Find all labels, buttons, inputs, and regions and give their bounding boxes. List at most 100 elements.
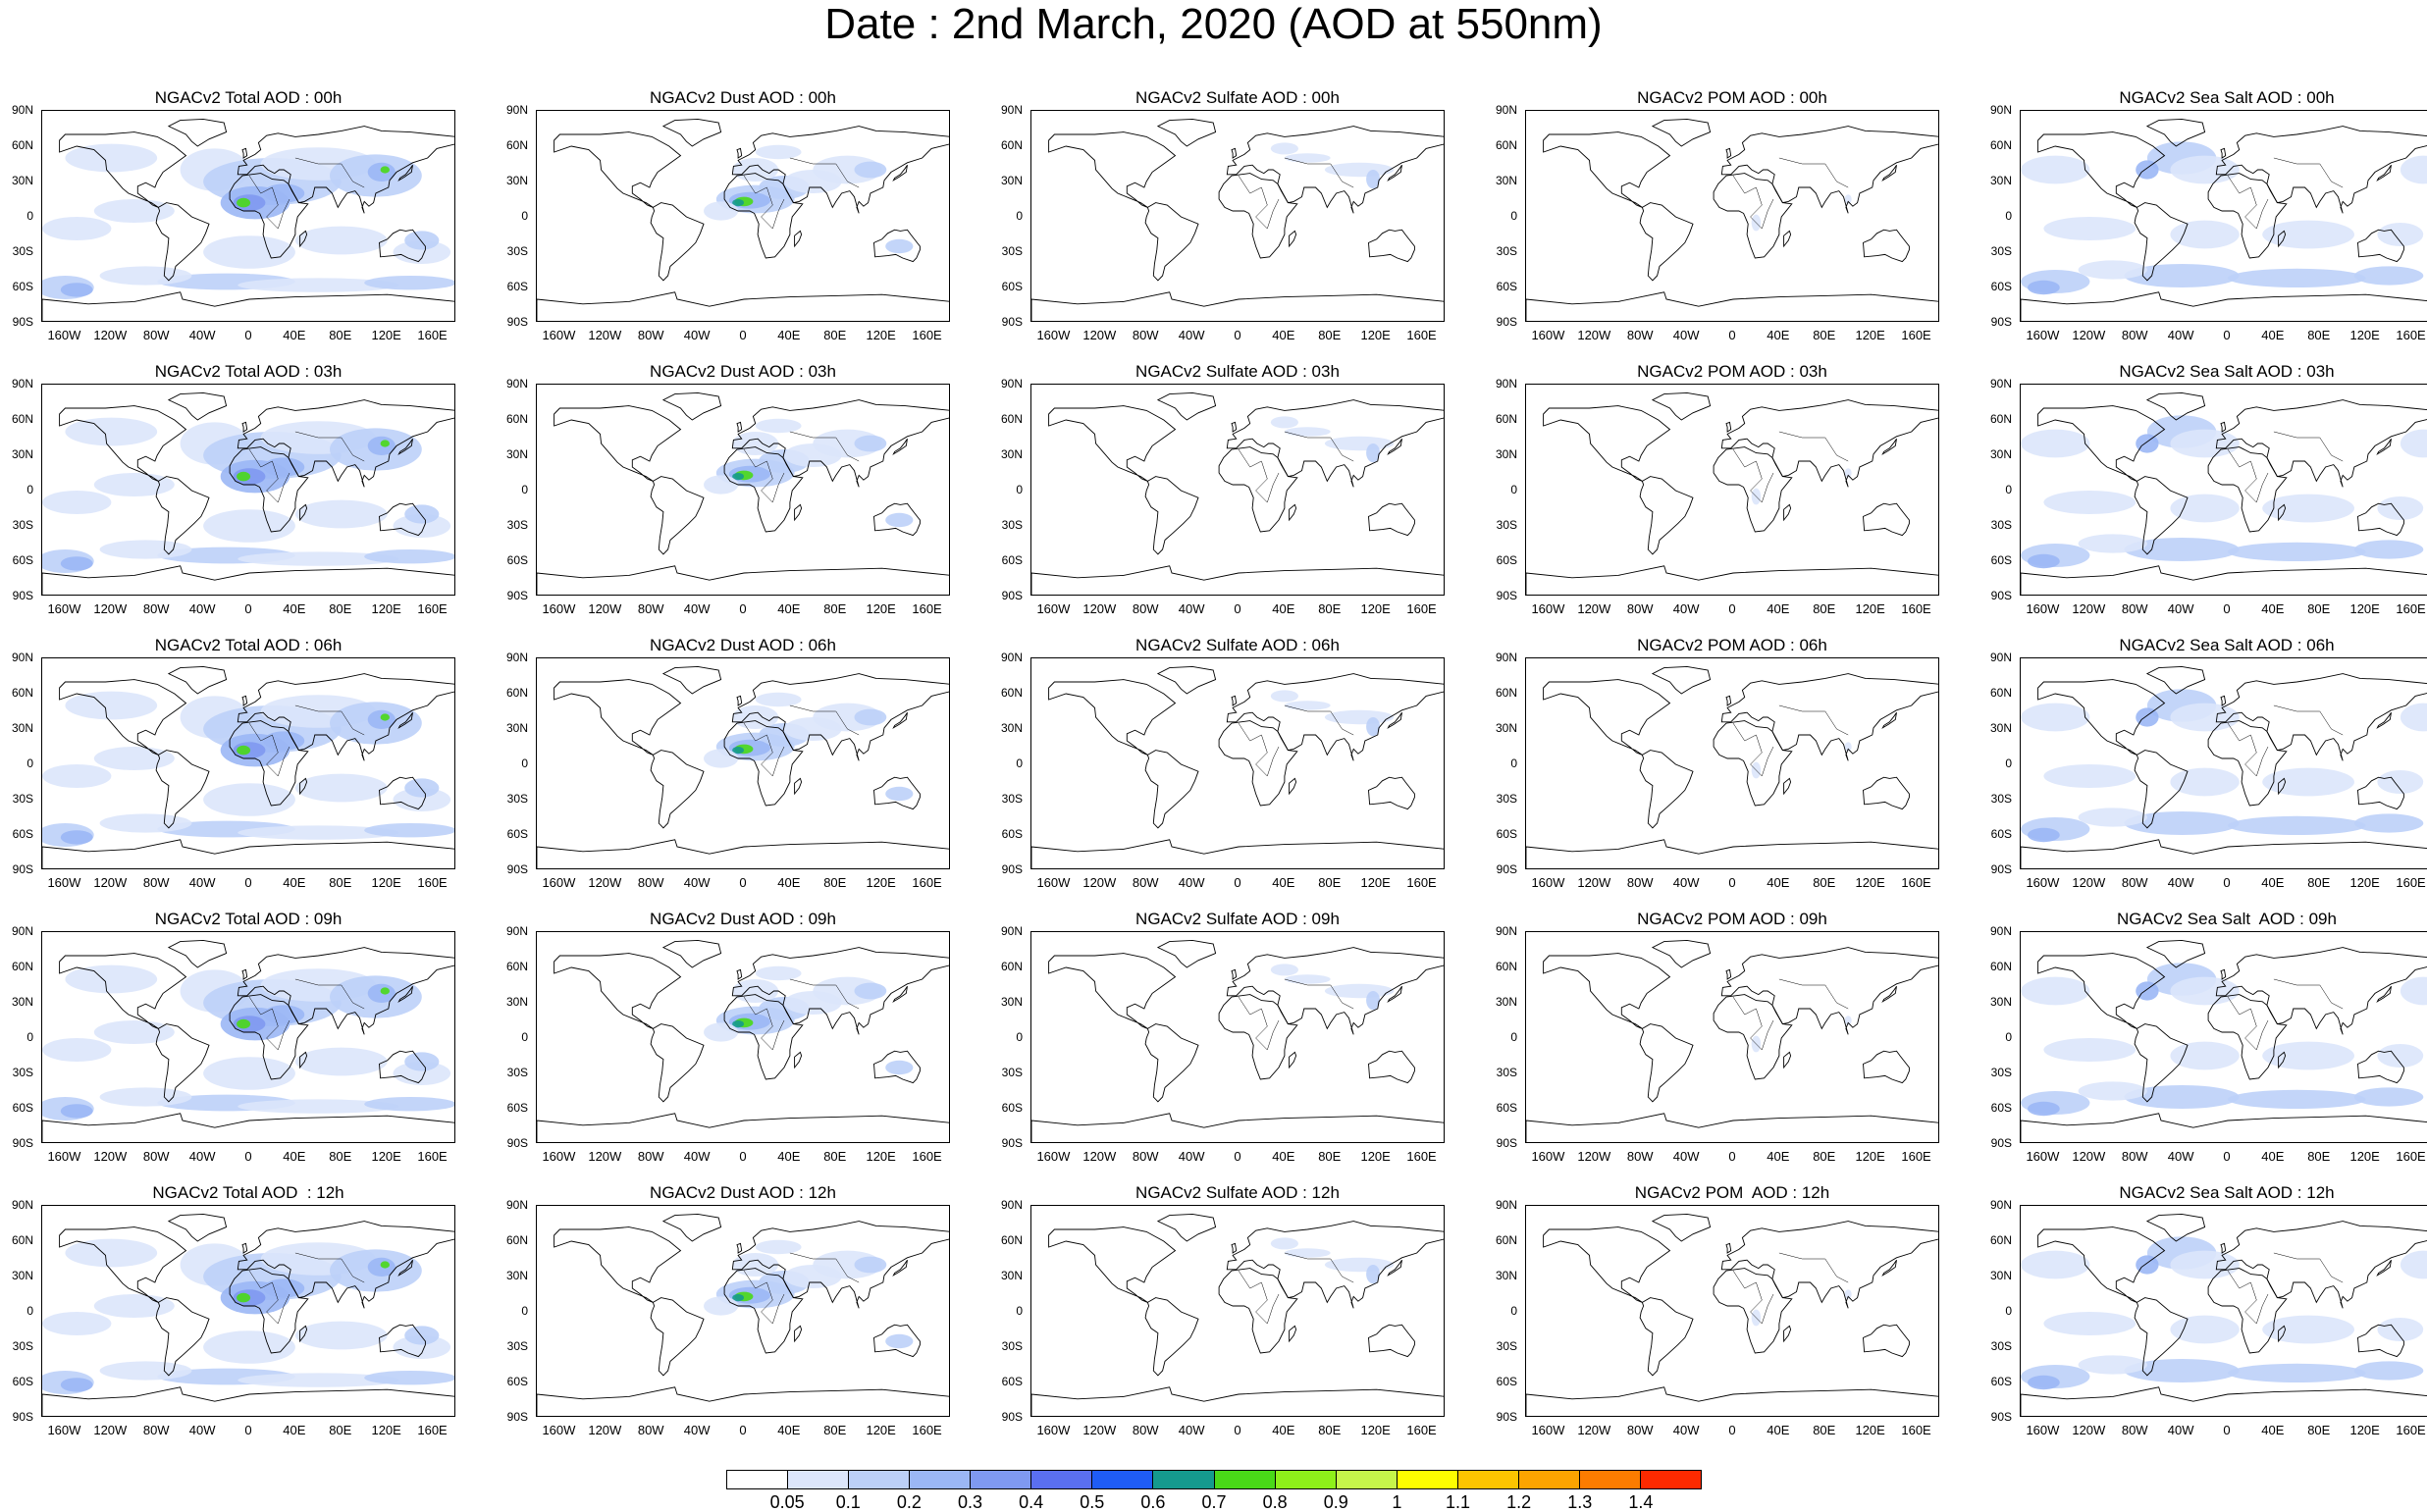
coastline [2145,391,2206,421]
longitude-tick-label: 160E [1901,875,1931,890]
aerosol-plume [2043,764,2137,788]
latitude-tick-label: 60N [1495,960,1517,973]
aerosol-plume [364,1097,454,1112]
world-map [1030,657,1445,869]
longitude-tick-label: 120W [1577,1423,1611,1437]
coastline [1226,1221,1444,1309]
longitude-tick-label: 80W [1132,601,1159,616]
latitude-tick-label: 90S [12,1410,33,1424]
world-map [1525,931,1939,1143]
latitude-tick-label: 0 [521,483,528,496]
longitude-tick-label: 120W [93,875,128,890]
latitude-tick-label: 90N [11,651,33,664]
aerosol-plume [2170,220,2240,249]
latitude-tick-label: 0 [1016,1304,1023,1318]
coastline [650,750,705,829]
latitude-tick-label: 0 [521,756,528,770]
latitude-tick-label: 30N [1989,721,2012,735]
aerosol-plume [2170,155,2240,184]
latitude-tick-label: 30S [12,1066,33,1079]
coastline [661,391,722,421]
coastline [1863,502,1910,537]
longitude-tick-label: 80W [1132,875,1159,890]
longitude-tick-label: 0 [244,875,252,890]
aerosol-plume [1844,194,1852,204]
longitude-tick-label: 160E [1901,328,1931,342]
coastline [1713,994,1793,1080]
map-panel-seasalt-row3: NGACv2 Sea Salt AOD : 09h 90N 60N 30N 0 30S 60… [1979,910,2427,1174]
aerosol-plume [404,778,440,798]
coastline [241,1242,248,1254]
coastline [1713,1268,1793,1354]
longitude-tick-label: 0 [1234,1423,1241,1437]
coastline [1231,695,1238,706]
latitude-tick-label: 30N [1495,721,1517,735]
latitude-tick-label: 60S [1990,827,2012,841]
longitude-tick-label: 120E [866,875,896,890]
aerosol-plume [2078,808,2147,827]
latitude-tick-label: 30N [1000,1269,1023,1282]
aerosol-plume [1284,427,1331,437]
coastline [1881,164,1897,182]
aerosol-plume [1366,1265,1381,1284]
colorbar-label: 1.1 [1445,1492,1471,1512]
latitude-tick-label: 0 [1510,209,1517,223]
aerosol-plume [237,278,399,292]
aerosol-plume [93,747,175,770]
coastline [2278,1325,2287,1343]
aerosol-plume [263,1005,305,1024]
aerosol-plume [2377,496,2424,520]
aerosol-plume [203,235,295,269]
coastline [1725,147,1732,159]
coastline [723,994,804,1080]
coastline [537,1386,949,1416]
latitude-tick-label: 90S [1496,315,1517,329]
aerosol-plume [364,276,454,290]
latitude-tick-label: 60N [1989,412,2012,426]
longitude-tick-label: 40E [777,1149,801,1164]
coastline [2376,985,2392,1004]
coastline [59,131,187,208]
coastline [873,1050,921,1084]
latitude-tick-label: 90N [1000,924,1023,938]
longitude-tick-label: 120E [371,875,401,890]
longitude-tick-label: 80E [329,875,352,890]
longitude-tick-label: 120E [1855,328,1885,342]
panel-title: NGACv2 Total AOD : 00h [154,88,343,107]
longitude-tick-label: 40E [777,328,801,342]
country-borders [2273,157,2344,188]
country-borders [1238,1270,1280,1325]
panel-title: NGACv2 Sea Salt AOD : 09h [2117,910,2337,928]
coastline [2037,953,2166,1029]
coastline [241,695,248,706]
longitude-tick-label: 40W [683,1149,711,1164]
aerosol-plume [732,705,779,729]
panel-title: NGACv2 Sea Salt AOD : 06h [2119,636,2335,654]
coastline [1218,720,1298,807]
longitude-tick-label: 120E [866,601,896,616]
latitude-tick-label: 30N [11,721,33,735]
latitude-tick-label: 30S [12,792,33,806]
coastline [397,711,413,730]
latitude-tick-label: 30S [12,1339,33,1353]
map-panel-sulfate-row1: NGACv2 Sulfate AOD : 03h 90N 60N 30N 0 30S 60S… [989,362,1460,627]
aerosol-plume [704,1022,739,1042]
longitude-tick-label: 80W [1132,328,1159,342]
coastline [661,665,722,695]
country-borders [789,157,860,188]
aerosol-plume [1844,742,1852,752]
latitude-tick-label: 60S [506,553,528,567]
coastline [379,229,426,263]
longitude-tick-label: 0 [1728,1149,1736,1164]
colorbar-label: 0.4 [1019,1492,1044,1512]
longitude-tick-label: 80W [637,1149,664,1164]
aerosol-plume [732,1253,779,1277]
country-borders [743,175,785,230]
aerosol-plume [2262,494,2354,523]
coastline [229,173,309,259]
coastline [2037,131,2166,208]
longitude-tick-label: 80W [2121,328,2148,342]
world-map [536,657,950,869]
panel-title: NGACv2 Dust AOD : 09h [650,910,836,928]
latitude-tick-label: 0 [26,483,33,496]
